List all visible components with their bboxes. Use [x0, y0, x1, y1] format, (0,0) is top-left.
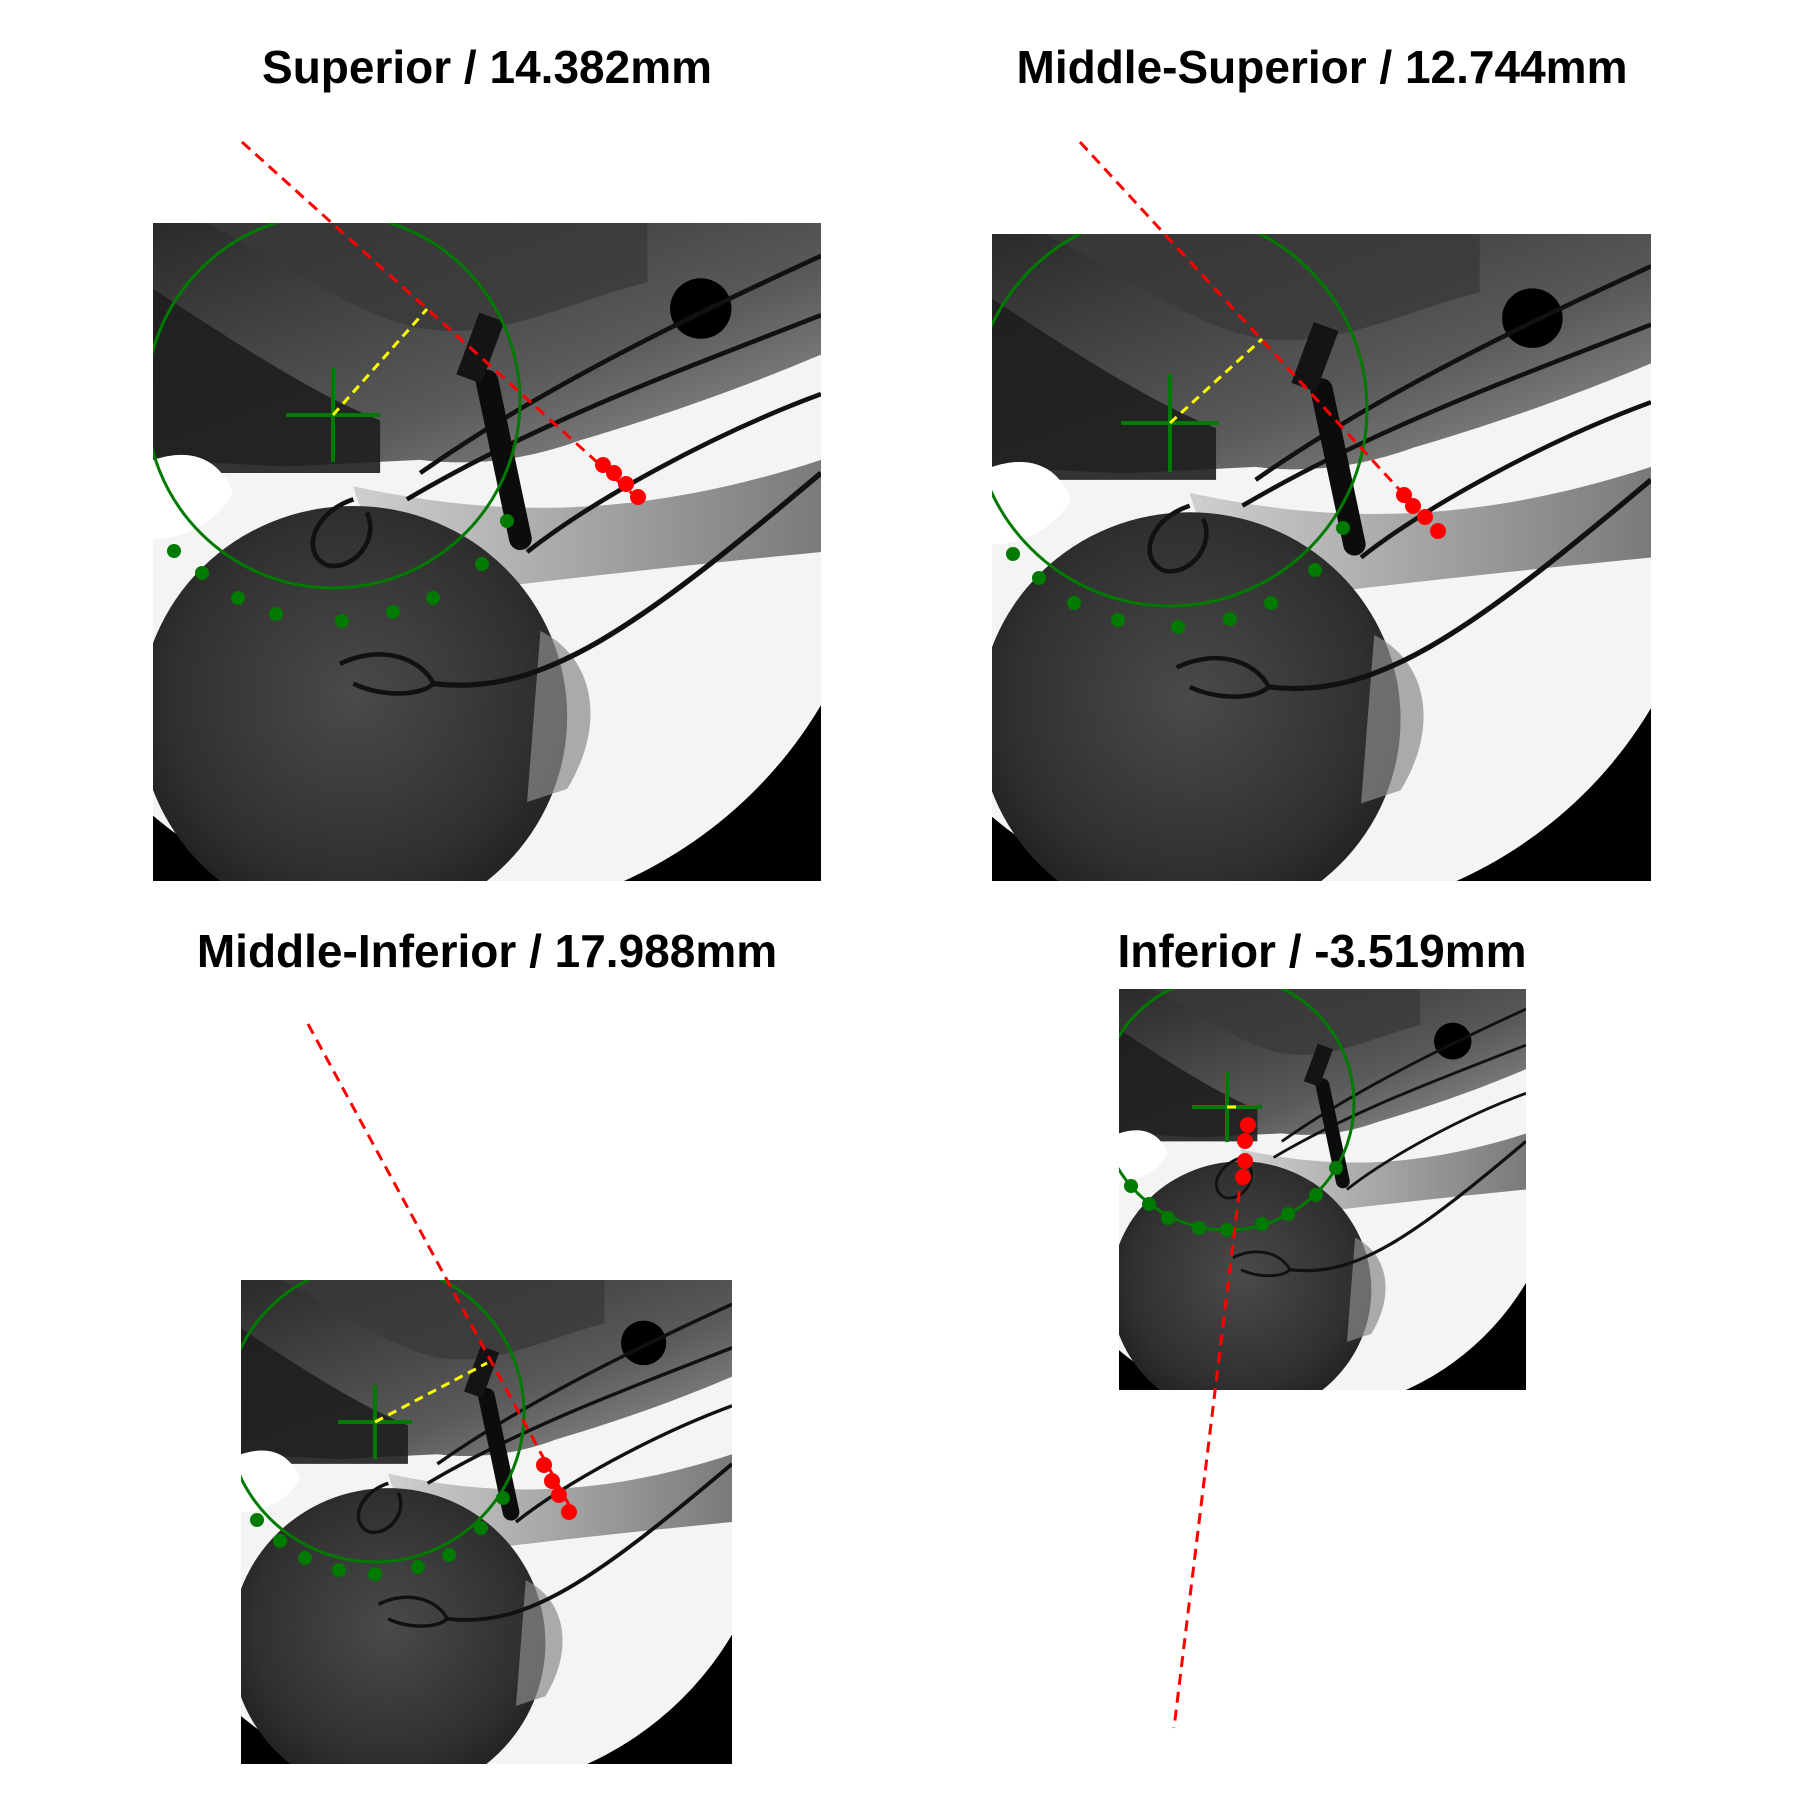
xray-image-middle-inferior — [128, 1154, 776, 1798]
contour-point — [475, 557, 489, 571]
contour-point — [1264, 596, 1278, 610]
contour-point — [411, 1560, 425, 1574]
femoral-head-fit-circle — [241, 1280, 526, 1564]
contour-point — [1192, 1221, 1206, 1235]
neck-point — [606, 465, 622, 481]
contour-point — [167, 544, 181, 558]
contour-point — [1124, 1179, 1138, 1193]
xray-image-inferior — [1025, 885, 1562, 1418]
neck-point — [536, 1457, 552, 1473]
neck-point — [1417, 509, 1433, 525]
contour-point — [1111, 613, 1125, 627]
contour-point — [332, 1563, 346, 1577]
contour-point — [250, 1513, 264, 1527]
contour-point — [1281, 1207, 1295, 1221]
contour-point — [1006, 547, 1020, 561]
contour-point — [1067, 596, 1081, 610]
neck-point — [595, 457, 611, 473]
neck-tangent-line — [306, 1023, 577, 1517]
neck-point — [630, 489, 646, 505]
panel-superior — [0, 52, 881, 927]
contour-point — [195, 566, 209, 580]
neck-point — [1237, 1153, 1253, 1169]
xray-image-superior — [0, 52, 881, 927]
contour-point — [474, 1521, 488, 1535]
neck-point — [561, 1504, 577, 1520]
neck-point — [544, 1473, 560, 1489]
contour-point — [500, 514, 514, 528]
contour-point — [1142, 1197, 1156, 1211]
offset-distance-line — [1168, 337, 1264, 425]
contour-point — [298, 1551, 312, 1565]
contour-point — [269, 607, 283, 621]
offset-distance-line — [374, 1361, 488, 1424]
panel-middle-superior — [840, 66, 1710, 927]
neck-point — [551, 1487, 567, 1503]
contour-point — [368, 1567, 382, 1581]
panel-title-superior: Superior / 14.382mm — [262, 41, 712, 93]
panel-middle-inferior — [128, 1023, 776, 1798]
contour-point — [496, 1491, 510, 1505]
contour-point — [1223, 612, 1237, 626]
contour-point — [1336, 521, 1350, 535]
contour-point — [1171, 620, 1185, 634]
panel-inferior — [1025, 885, 1562, 1729]
neck-point — [1430, 523, 1446, 539]
xray-image-middle-superior — [840, 66, 1710, 927]
contour-point — [1309, 1188, 1323, 1202]
neck-tangent-line — [1172, 1119, 1250, 1729]
panel-title-middle-superior: Middle-Superior / 12.744mm — [1016, 41, 1628, 93]
neck-point — [1240, 1117, 1256, 1133]
contour-point — [1255, 1217, 1269, 1231]
contour-point — [1161, 1211, 1175, 1225]
contour-point — [335, 614, 349, 628]
contour-point — [1032, 571, 1046, 585]
contour-point — [1329, 1161, 1343, 1175]
neck-point — [1396, 487, 1412, 503]
contour-point — [386, 605, 400, 619]
femoral-head-fit-circle — [153, 223, 522, 590]
offset-distance-line — [331, 308, 429, 416]
contour-point — [426, 591, 440, 605]
contour-point — [1220, 1223, 1234, 1237]
contour-point — [442, 1548, 456, 1562]
contour-point — [1308, 563, 1322, 577]
neck-point — [1235, 1169, 1251, 1185]
neck-point — [618, 476, 634, 492]
neck-point — [1237, 1133, 1253, 1149]
panel-title-middle-inferior: Middle-Inferior / 17.988mm — [196, 925, 778, 977]
contour-point — [231, 591, 245, 605]
contour-point — [273, 1534, 287, 1548]
panel-title-inferior: Inferior / -3.519mm — [1117, 925, 1527, 977]
femoral-head-fit-circle — [992, 234, 1369, 608]
neck-point — [1405, 498, 1421, 514]
